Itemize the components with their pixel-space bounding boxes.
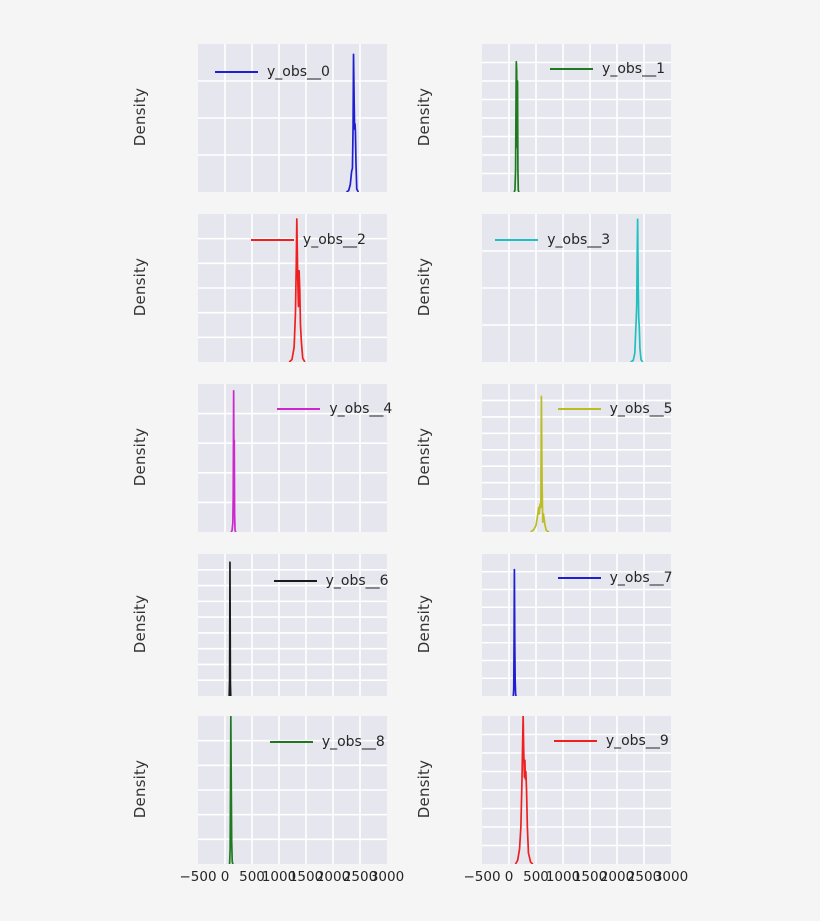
legend-label: y_obs__8 bbox=[321, 734, 385, 751]
x-tick-label: 2000 bbox=[315, 869, 351, 885]
curve-svg-y_obs__3 bbox=[482, 214, 671, 362]
curve-svg-y_obs__8 bbox=[198, 716, 387, 864]
x-tick-label: 1500 bbox=[288, 869, 324, 885]
legend-label: y_obs__2 bbox=[302, 232, 366, 249]
y-gridlines bbox=[482, 733, 671, 847]
legend-line-swatch bbox=[277, 407, 321, 410]
legend-label: y_obs__0 bbox=[267, 63, 330, 80]
y-gridlines bbox=[482, 570, 671, 680]
legend-label: y_obs__7 bbox=[609, 570, 673, 587]
density-curve bbox=[228, 716, 234, 864]
curve-svg-y_obs__9 bbox=[482, 716, 671, 864]
curve-svg-y_obs__2 bbox=[198, 214, 387, 362]
legend-line-swatch bbox=[250, 239, 294, 242]
legend-label: y_obs__9 bbox=[605, 732, 669, 749]
x-tick-label: 3000 bbox=[369, 869, 405, 885]
density-curve bbox=[512, 568, 517, 696]
curve-svg-y_obs__1 bbox=[482, 44, 671, 192]
curve-svg-y_obs__5 bbox=[482, 384, 671, 532]
y-gridlines bbox=[198, 80, 387, 156]
x-tick-label: 2000 bbox=[599, 869, 635, 885]
x-tick-label: 0 bbox=[220, 869, 230, 885]
x-tick-label: 3000 bbox=[653, 869, 689, 885]
legend-line-swatch bbox=[557, 577, 601, 580]
x-tick-label: −500 bbox=[179, 869, 217, 885]
legend-y_obs__5[interactable]: y_obs__5 bbox=[557, 400, 673, 417]
y-gridlines bbox=[482, 399, 671, 517]
x-gridlines bbox=[224, 554, 361, 696]
legend-label: y_obs__3 bbox=[547, 232, 611, 249]
legend-line-swatch bbox=[215, 70, 258, 73]
x-tick-label: 1000 bbox=[545, 869, 581, 885]
legend-y_obs__7[interactable]: y_obs__7 bbox=[557, 570, 673, 587]
y-gridlines bbox=[482, 61, 671, 175]
density-curve bbox=[630, 218, 644, 362]
density-curve bbox=[228, 561, 232, 696]
legend-label: y_obs__6 bbox=[325, 572, 389, 589]
y-axis-title: Density bbox=[415, 257, 433, 317]
y-gridlines bbox=[198, 739, 387, 841]
legend-y_obs__0[interactable]: y_obs__0 bbox=[215, 65, 330, 79]
y-axis-title: Density bbox=[131, 427, 149, 487]
curve-svg-y_obs__0 bbox=[198, 44, 387, 192]
y-axis-title: Density bbox=[415, 87, 433, 147]
legend-line-swatch bbox=[557, 407, 601, 410]
legend-y_obs__2[interactable]: y_obs__2 bbox=[250, 232, 366, 249]
legend-y_obs__9[interactable]: y_obs__9 bbox=[553, 732, 669, 749]
plot-area-y_obs__2 bbox=[198, 214, 387, 362]
x-tick-label: 500 bbox=[523, 869, 549, 885]
curve-svg-y_obs__6 bbox=[198, 554, 387, 696]
y-axis-title: Density bbox=[131, 594, 149, 654]
legend-line-swatch bbox=[269, 741, 313, 744]
y-axis-title: Density bbox=[415, 594, 433, 654]
y-axis-title: Density bbox=[415, 759, 433, 819]
legend-line-swatch bbox=[273, 579, 317, 582]
y-axis-title: Density bbox=[131, 257, 149, 317]
y-gridlines bbox=[198, 237, 387, 339]
y-gridlines bbox=[198, 412, 387, 504]
plot-area-y_obs__3 bbox=[482, 214, 671, 362]
density-curve bbox=[288, 218, 306, 362]
legend-y_obs__3[interactable]: y_obs__3 bbox=[495, 233, 610, 247]
y-axis-title: Density bbox=[131, 759, 149, 819]
density-curve bbox=[346, 53, 360, 192]
x-tick-label: 500 bbox=[239, 869, 265, 885]
legend-line-swatch bbox=[495, 239, 539, 242]
legend-label: y_obs__1 bbox=[602, 60, 665, 77]
x-tick-label: 1000 bbox=[261, 869, 297, 885]
legend-line-swatch bbox=[553, 739, 597, 742]
y-axis-title: Density bbox=[415, 427, 433, 487]
curve-svg-y_obs__7 bbox=[482, 554, 671, 696]
legend-line-swatch bbox=[550, 67, 594, 70]
legend-y_obs__4[interactable]: y_obs__4 bbox=[277, 402, 392, 416]
plot-area-y_obs__8 bbox=[198, 716, 387, 864]
density-curve bbox=[513, 60, 520, 192]
legend-y_obs__1[interactable]: y_obs__1 bbox=[550, 62, 665, 76]
plot-area-y_obs__0 bbox=[198, 44, 387, 192]
density-curve bbox=[530, 395, 550, 532]
y-gridlines bbox=[482, 250, 671, 326]
density-curve bbox=[514, 716, 534, 864]
x-tick-label: 2500 bbox=[626, 869, 662, 885]
legend-y_obs__6[interactable]: y_obs__6 bbox=[273, 572, 389, 589]
legend-y_obs__8[interactable]: y_obs__8 bbox=[269, 734, 385, 751]
x-tick-label: 1500 bbox=[572, 869, 608, 885]
legend-label: y_obs__5 bbox=[609, 400, 673, 417]
x-tick-label: 2500 bbox=[342, 869, 378, 885]
density-curve bbox=[230, 389, 237, 532]
x-tick-label: 0 bbox=[504, 869, 514, 885]
x-tick-label: −500 bbox=[463, 869, 501, 885]
legend-label: y_obs__4 bbox=[329, 400, 393, 417]
plot-area-y_obs__6 bbox=[198, 554, 387, 696]
y-axis-title: Density bbox=[131, 87, 149, 147]
